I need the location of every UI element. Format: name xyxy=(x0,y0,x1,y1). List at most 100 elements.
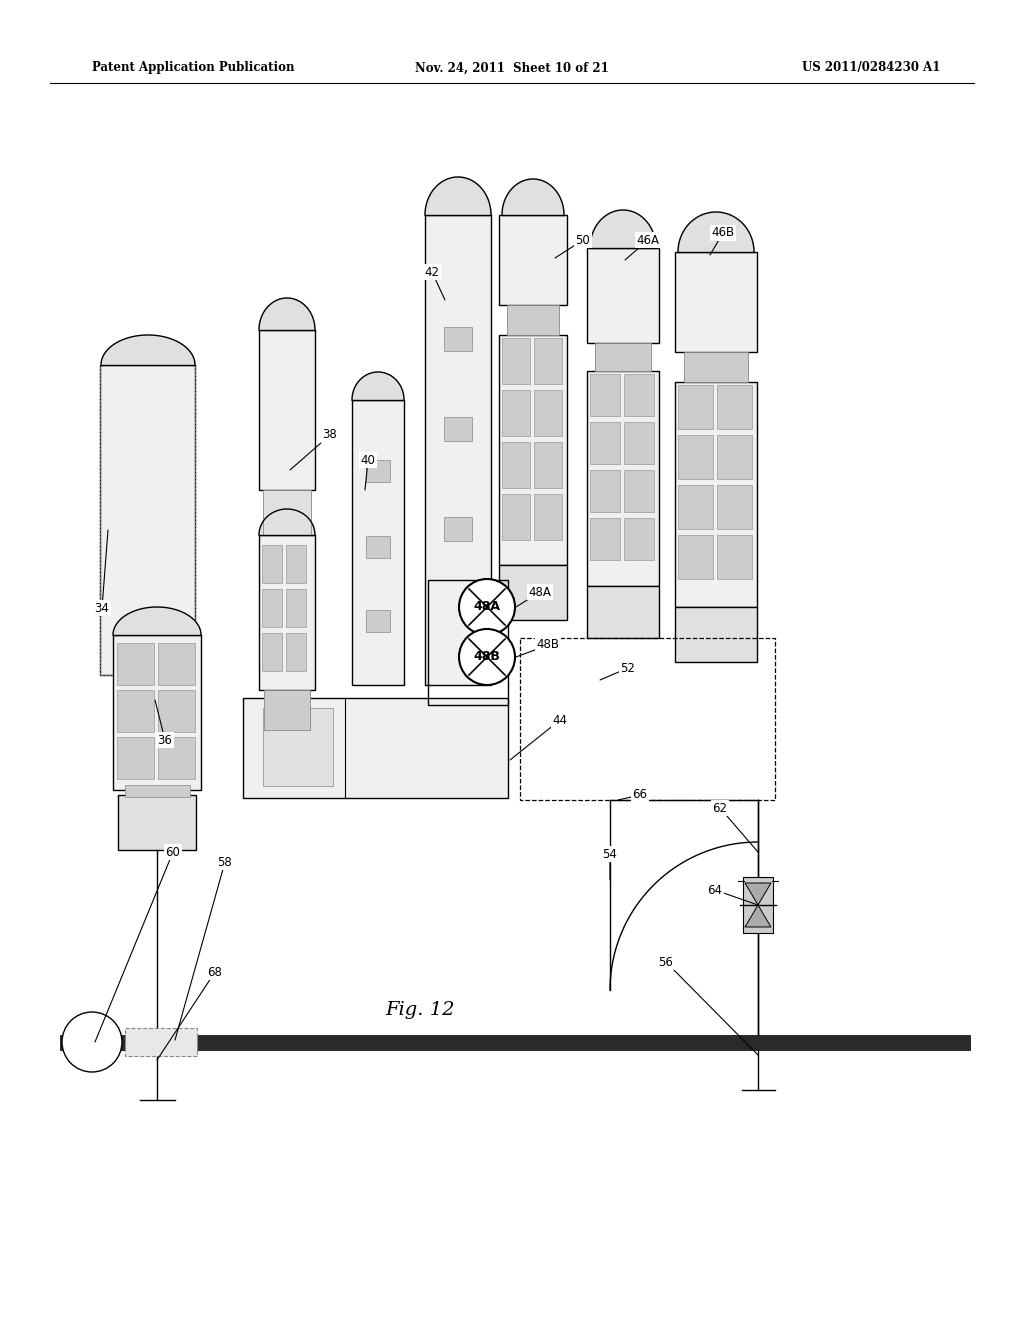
Bar xyxy=(534,389,562,436)
Polygon shape xyxy=(745,906,771,927)
Text: 40: 40 xyxy=(360,454,376,466)
Bar xyxy=(286,634,306,671)
Polygon shape xyxy=(101,335,195,366)
Bar xyxy=(675,252,757,352)
Bar xyxy=(587,371,659,586)
Bar xyxy=(499,565,567,620)
Text: 42: 42 xyxy=(425,265,439,279)
Bar xyxy=(520,638,775,800)
Bar xyxy=(158,737,195,779)
Bar xyxy=(587,248,659,343)
Polygon shape xyxy=(502,180,564,215)
Bar xyxy=(624,422,654,465)
Text: 34: 34 xyxy=(94,602,110,615)
Bar xyxy=(262,634,282,671)
Text: 48A: 48A xyxy=(473,601,501,614)
Bar xyxy=(352,400,404,685)
Bar xyxy=(158,690,195,733)
Text: 48B: 48B xyxy=(473,651,501,664)
Bar xyxy=(118,795,196,850)
Circle shape xyxy=(62,1012,122,1072)
Bar xyxy=(262,545,282,583)
Bar xyxy=(678,484,713,529)
Bar xyxy=(684,352,748,381)
Bar xyxy=(678,436,713,479)
Bar xyxy=(534,442,562,488)
Bar xyxy=(125,1028,197,1056)
Bar xyxy=(60,1035,970,1049)
Text: 60: 60 xyxy=(166,846,180,858)
Bar xyxy=(366,610,390,632)
Polygon shape xyxy=(425,177,490,215)
Text: 44: 44 xyxy=(553,714,567,726)
Bar xyxy=(624,470,654,512)
Bar xyxy=(263,490,311,535)
Polygon shape xyxy=(113,607,201,635)
Polygon shape xyxy=(352,372,404,400)
Bar xyxy=(590,470,620,512)
Bar xyxy=(502,389,530,436)
Bar xyxy=(264,690,310,730)
Bar xyxy=(675,381,757,607)
Text: 58: 58 xyxy=(218,855,232,869)
Text: 36: 36 xyxy=(158,734,172,747)
Text: US 2011/0284230 A1: US 2011/0284230 A1 xyxy=(802,62,940,74)
Bar xyxy=(502,494,530,540)
Bar xyxy=(743,876,773,933)
Bar xyxy=(534,494,562,540)
Bar xyxy=(262,589,282,627)
Bar xyxy=(117,690,154,733)
Text: Patent Application Publication: Patent Application Publication xyxy=(92,62,295,74)
Text: 64: 64 xyxy=(708,883,723,896)
Bar xyxy=(590,517,620,560)
Bar xyxy=(366,536,390,558)
Bar xyxy=(717,535,752,579)
Bar xyxy=(428,579,508,705)
Bar xyxy=(595,343,651,371)
Text: 66: 66 xyxy=(633,788,647,801)
Polygon shape xyxy=(590,210,656,248)
Bar xyxy=(717,385,752,429)
Text: 46A: 46A xyxy=(637,234,659,247)
Bar xyxy=(624,517,654,560)
Text: 46B: 46B xyxy=(712,227,734,239)
Text: Nov. 24, 2011  Sheet 10 of 21: Nov. 24, 2011 Sheet 10 of 21 xyxy=(415,62,609,74)
Bar xyxy=(263,708,333,785)
Text: 52: 52 xyxy=(621,661,636,675)
Text: 38: 38 xyxy=(323,429,337,441)
Bar xyxy=(113,635,201,789)
Bar xyxy=(366,459,390,482)
Bar xyxy=(587,586,659,638)
Bar xyxy=(158,643,195,685)
Polygon shape xyxy=(259,510,315,535)
Bar xyxy=(675,607,757,663)
Bar xyxy=(499,215,567,305)
Text: 62: 62 xyxy=(713,801,727,814)
Bar xyxy=(125,785,190,797)
Bar xyxy=(499,335,567,565)
Bar xyxy=(117,643,154,685)
Bar xyxy=(507,305,559,335)
Text: 48A: 48A xyxy=(528,586,552,598)
Bar xyxy=(717,436,752,479)
Bar xyxy=(678,535,713,579)
Circle shape xyxy=(459,630,515,685)
Bar xyxy=(259,330,315,490)
Bar xyxy=(444,417,472,441)
Bar xyxy=(502,442,530,488)
Polygon shape xyxy=(745,883,771,906)
Text: 50: 50 xyxy=(575,234,591,247)
Text: 68: 68 xyxy=(208,965,222,978)
Bar xyxy=(444,327,472,351)
Bar xyxy=(590,422,620,465)
Bar xyxy=(534,338,562,384)
Bar xyxy=(100,366,195,675)
Bar xyxy=(117,737,154,779)
Bar xyxy=(502,338,530,384)
Bar xyxy=(678,385,713,429)
Text: 48B: 48B xyxy=(537,639,559,652)
Text: 54: 54 xyxy=(602,847,617,861)
Polygon shape xyxy=(259,298,315,330)
Polygon shape xyxy=(678,213,754,252)
Bar xyxy=(425,215,490,685)
